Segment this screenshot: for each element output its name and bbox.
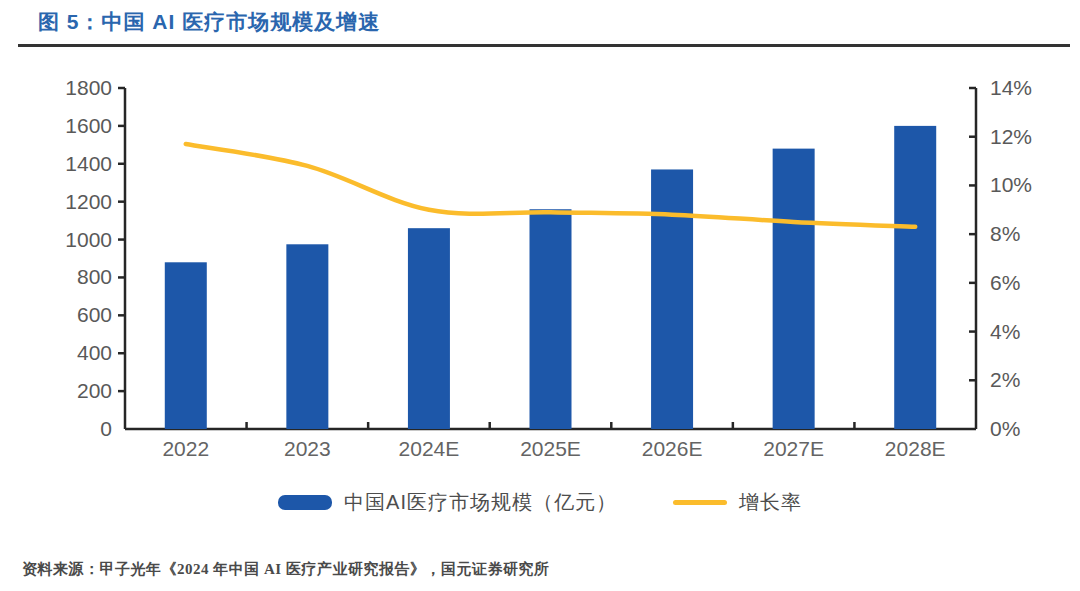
bar-2028E [894,126,936,429]
source-note: 资料来源：甲子光年《2024 年中国 AI 医疗产业研究报告》，国元证券研究所 [22,560,549,579]
left-axis-tick-label: 600 [77,303,112,326]
left-axis-tick-label: 1800 [65,76,112,99]
x-axis-category-label: 2027E [763,437,824,460]
right-axis-tick-label: 14% [990,76,1032,99]
bar-series-label: 中国AI医疗市场规模（亿元） [344,489,617,516]
x-axis-category-label: 2023 [284,437,331,460]
right-axis-tick-label: 12% [990,125,1032,148]
right-axis-tick-label: 2% [990,368,1020,391]
title-underline [18,44,1070,47]
line-series-label: 增长率 [739,489,802,516]
bar-2023 [286,244,328,429]
left-axis-tick-label: 800 [77,265,112,288]
legend-item-growth-rate: 增长率 [673,489,802,516]
left-axis-tick-label: 0 [100,417,112,440]
left-axis-tick-label: 1400 [65,152,112,175]
chart-legend: 中国AI医疗市场规模（亿元） 增长率 [0,489,1080,516]
right-axis-tick-label: 8% [990,222,1020,245]
left-axis-tick-label: 400 [77,341,112,364]
right-axis-tick-label: 4% [990,320,1020,343]
bar-2027E [773,149,815,429]
bar-2025E [530,209,572,429]
right-axis-tick-label: 10% [990,173,1032,196]
market-size-growth-chart: 0 200 400 600 800 1000 1200 1400 1600 1800 0% 2% 4% 6… [0,56,1080,476]
right-axis-tick-label: 6% [990,271,1020,294]
left-axis-tick-label: 1200 [65,190,112,213]
bar-2022 [165,262,207,429]
x-axis-category-label: 2026E [642,437,703,460]
left-axis-tick-label: 1000 [65,228,112,251]
figure-title: 图 5：中国 AI 医疗市场规模及增速 [38,8,380,36]
x-axis-category-label: 2028E [885,437,946,460]
legend-item-market-size: 中国AI医疗市场规模（亿元） [278,489,617,516]
left-axis-tick-label: 1600 [65,114,112,137]
bar-series-swatch [278,495,332,510]
line-series-swatch [673,500,727,505]
left-axis-tick-label: 200 [77,379,112,402]
x-axis-category-label: 2022 [162,437,209,460]
bar-2026E [651,169,693,429]
bar-2024E [408,228,450,429]
chart-canvas: 0 200 400 600 800 1000 1200 1400 1600 1800 0% 2% 4% 6… [0,56,1080,476]
x-axis-category-label: 2024E [399,437,460,460]
x-axis-category-label: 2025E [520,437,581,460]
right-axis-tick-label: 0% [990,417,1020,440]
report-figure-page: 图 5：中国 AI 医疗市场规模及增速 0 200 400 600 800 1000 120… [0,0,1080,591]
